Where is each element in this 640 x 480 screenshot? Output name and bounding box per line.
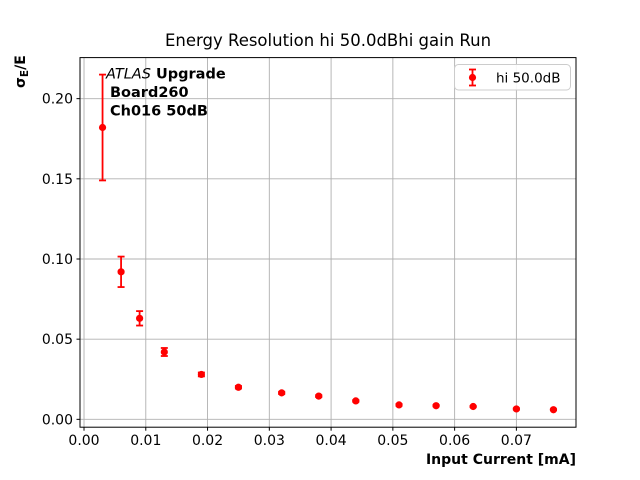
x-tick-label: 0.06 [439, 433, 470, 449]
annotation-experiment: ATLAS [105, 67, 151, 83]
chart-title: Energy Resolution hi 50.0dBhi gain Run [165, 31, 491, 50]
data-point [395, 401, 403, 409]
x-tick-label: 0.01 [130, 433, 161, 449]
x-tick-label: 0.02 [192, 433, 223, 449]
y-axis-label-rest: /E [13, 55, 29, 70]
data-point [315, 392, 323, 400]
x-tick-label: 0.04 [316, 433, 347, 449]
series-hi-50.0dB [98, 73, 558, 414]
axes-frame [79, 57, 577, 428]
annotation: ATLAS Upgrade Board260 Ch016 50dB [105, 67, 226, 120]
data-point [278, 389, 286, 397]
data-point [512, 405, 520, 413]
data-point [549, 406, 558, 414]
data-point [234, 383, 243, 391]
x-tick-label: 0.03 [254, 433, 285, 449]
legend-marker-errorbar [468, 68, 477, 87]
data-point [160, 348, 168, 356]
data-point [117, 268, 125, 276]
data-point [136, 314, 144, 322]
y-tick-label: 0.00 [42, 412, 73, 428]
tick-layer: 0.00 0.01 0.02 0.03 0.04 0.05 0.06 0.07 0.00 0.05… [42, 92, 532, 450]
legend-box [454, 64, 571, 91]
y-tick-label: 0.05 [42, 332, 73, 348]
data-point [98, 123, 107, 132]
legend: hi 50.0dB [454, 64, 571, 91]
data-point [432, 402, 440, 410]
annotation-upgrade: Upgrade [151, 67, 226, 83]
annotation-line-3: Ch016 50dB [110, 104, 208, 120]
annotation-line-2: Board260 [110, 85, 189, 101]
y-axis-label: σE/E [13, 55, 31, 88]
y-axis-label-sigma: σ [13, 77, 29, 88]
y-tick-label: 0.15 [42, 172, 73, 188]
legend-marker-dot [468, 73, 477, 82]
y-axis-label-subscript: E [19, 70, 31, 77]
legend-label: hi 50.0dB [496, 71, 561, 87]
x-axis-label: Input Current [mA] [426, 452, 576, 468]
data-point [197, 370, 205, 379]
x-tick-label: 0.07 [501, 433, 532, 449]
data-point [469, 402, 477, 411]
y-tick-label: 0.10 [42, 252, 73, 268]
x-tick-label: 0.00 [68, 433, 99, 449]
annotation-line-1: ATLAS Upgrade [105, 67, 226, 83]
x-tick-label: 0.05 [377, 433, 408, 449]
data-point [352, 397, 360, 405]
y-tick-label: 0.20 [42, 92, 73, 108]
grid-layer [80, 57, 576, 428]
data-series-layer [98, 73, 558, 414]
